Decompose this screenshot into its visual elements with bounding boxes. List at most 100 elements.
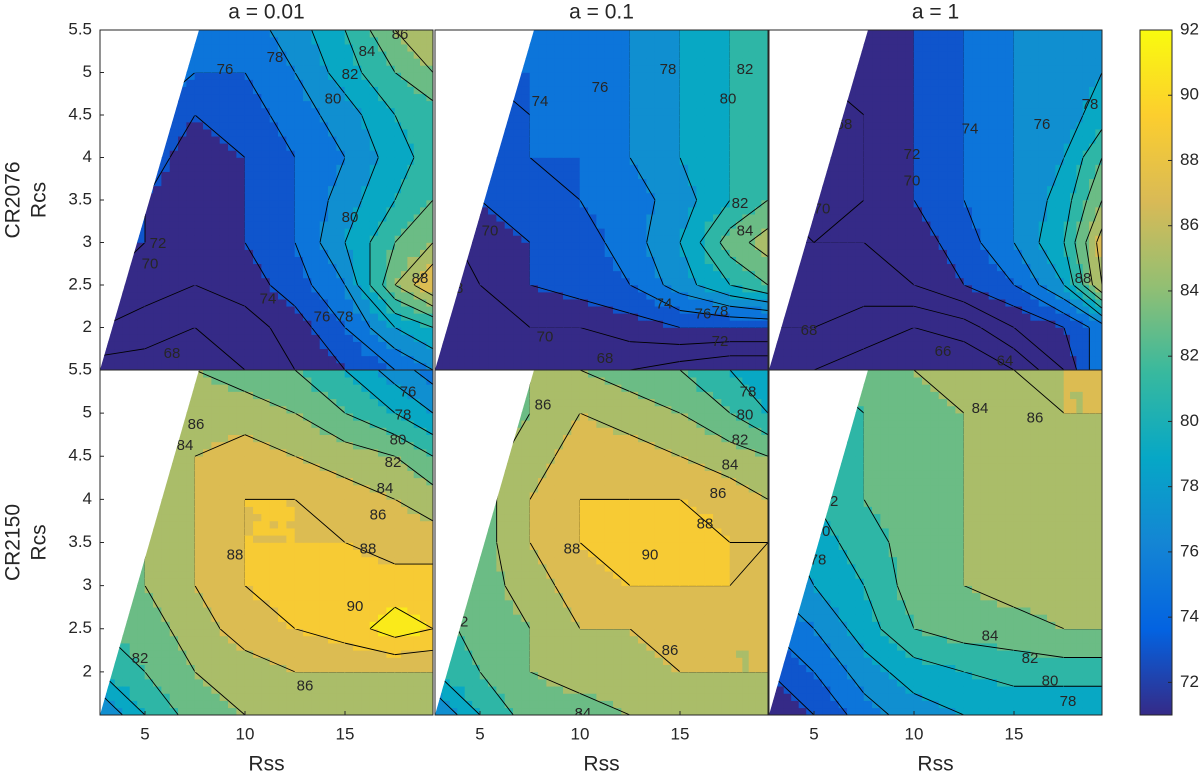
contour-cell [1047, 362, 1056, 370]
contour-cell [394, 263, 402, 272]
contour-cell [236, 171, 246, 180]
contour-cell [872, 348, 881, 357]
contour-cell [988, 284, 998, 293]
contour-cell [129, 242, 138, 250]
contour-cell [107, 171, 116, 180]
contour-cell [169, 135, 179, 144]
contour-cell [663, 355, 672, 364]
contour-cell [161, 50, 171, 59]
contour-cell [442, 320, 451, 328]
contour-cell [435, 121, 443, 130]
contour-cell [1038, 320, 1048, 328]
contour-cell [755, 86, 762, 95]
contour-cell [696, 341, 706, 350]
contour-cell [407, 199, 415, 208]
contour-cell [219, 185, 229, 194]
contour-cell [122, 228, 131, 236]
contour-cell [311, 355, 321, 364]
contour-cell [344, 320, 354, 328]
contour-cell [413, 72, 421, 80]
contour-cell [579, 291, 589, 300]
contour-cell [435, 220, 443, 229]
contour-cell [761, 192, 768, 201]
contour-cell [688, 50, 697, 59]
contour-cell [972, 242, 981, 250]
contour-cell [571, 164, 581, 172]
contour-cell [353, 30, 362, 38]
contour-cell [704, 199, 714, 208]
contour-cell [604, 298, 614, 307]
contour-cell [729, 228, 737, 236]
contour-cell [696, 270, 706, 279]
contour-cell [449, 313, 458, 321]
contour-cell [713, 72, 722, 80]
contour-cell [269, 50, 279, 59]
contour-cell [100, 79, 108, 87]
contour-cell [244, 213, 254, 222]
contour-cell [378, 185, 387, 194]
contour-cell [114, 65, 123, 73]
contour-cell [378, 284, 387, 293]
contour-cell [654, 65, 664, 73]
contour-cell [791, 242, 800, 250]
contour-cell [219, 128, 229, 137]
contour-cell [203, 100, 212, 109]
contour-cell [736, 206, 743, 215]
contour-line [344, 30, 363, 73]
contour-cell [742, 305, 750, 314]
contour-cell [244, 65, 254, 73]
contour-cell [729, 121, 737, 130]
contour-cell [435, 164, 443, 172]
contour-cell [563, 36, 572, 45]
contour-cell [588, 284, 597, 293]
contour-cell [442, 213, 451, 222]
contour-cell [838, 277, 848, 286]
contour-cell [596, 213, 606, 222]
contour-cell [529, 220, 539, 229]
contour-cell [319, 128, 329, 137]
contour-cell [294, 50, 304, 59]
contour-cell [646, 86, 656, 95]
contour-cell [646, 107, 656, 116]
contour-cell [394, 114, 402, 123]
contour-cell [880, 242, 890, 250]
contour-cell [129, 355, 138, 364]
contour-cell [938, 362, 948, 370]
contour-label: 82 [737, 61, 754, 78]
contour-cell [897, 298, 906, 307]
contour-cell [554, 72, 564, 80]
contour-cell [629, 270, 639, 279]
contour-line [369, 30, 396, 73]
contour-cell [386, 50, 396, 59]
contour-cell [761, 362, 768, 370]
contour-cell [449, 320, 458, 328]
contour-cell [194, 334, 204, 342]
contour-cell [394, 270, 402, 279]
contour-cell [472, 213, 481, 222]
contour-cell [748, 242, 756, 250]
contour-cell [671, 185, 681, 194]
contour-cell [186, 157, 196, 165]
contour-cell [972, 362, 981, 370]
contour-cell [769, 355, 777, 364]
contour-cell [244, 327, 254, 335]
contour-cell [504, 171, 514, 180]
contour-cell [736, 263, 743, 272]
contour-cell [228, 178, 237, 187]
contour-cell [1095, 341, 1102, 350]
contour-cell [319, 348, 329, 357]
contour-cell [538, 228, 547, 236]
contour-cell [361, 334, 371, 342]
contour-cell [604, 249, 614, 257]
contour-cell [269, 341, 279, 350]
contour-cell [980, 341, 990, 350]
contour-cell [161, 30, 171, 38]
contour-cell [122, 263, 131, 272]
contour-cell [688, 65, 697, 73]
contour-cell [704, 43, 714, 52]
contour-cell [413, 313, 421, 321]
contour-cell [228, 213, 237, 222]
contour-cell [748, 334, 756, 342]
contour-cell [211, 58, 221, 66]
contour-cell [696, 185, 706, 194]
